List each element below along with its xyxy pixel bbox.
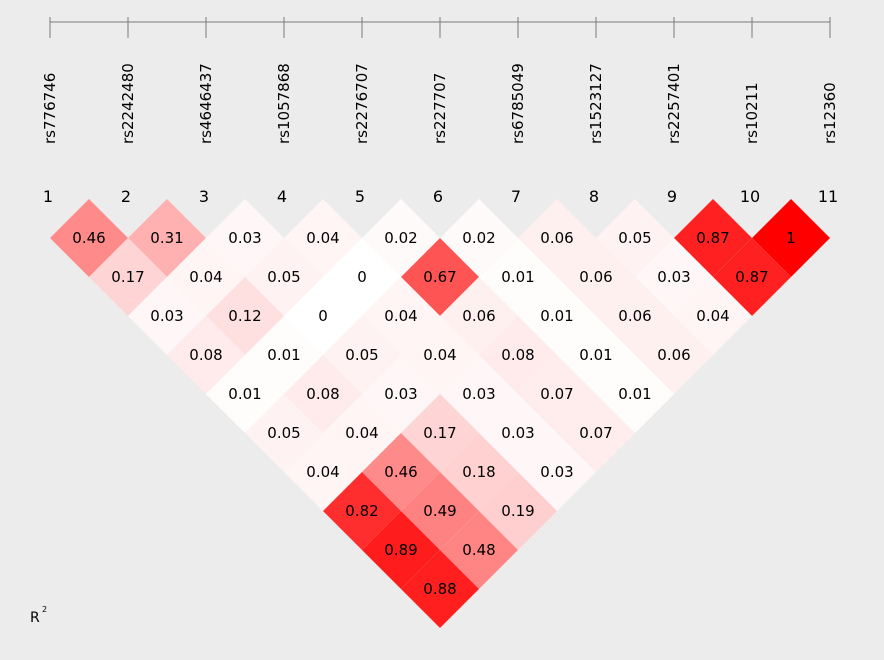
- snp-name-label: rs10211: [743, 82, 761, 144]
- ld-value: 0.01: [501, 268, 534, 286]
- ld-value: 0.02: [384, 229, 417, 247]
- snp-name-label: rs227707: [431, 73, 449, 144]
- ld-value: 0.46: [384, 463, 417, 481]
- ld-value: 0.03: [501, 424, 534, 442]
- ld-value: 0.06: [579, 268, 612, 286]
- ld-value: 0.82: [345, 502, 378, 520]
- ld-value: 0.06: [618, 307, 651, 325]
- snp-name-label: rs2276707: [353, 63, 371, 144]
- ld-value: 0.04: [384, 307, 417, 325]
- ld-value: 1: [786, 229, 796, 247]
- ld-value: 0.17: [423, 424, 456, 442]
- snp-name-label: rs12360: [821, 82, 839, 144]
- ld-value: 0.19: [501, 502, 534, 520]
- ld-value: 0.01: [618, 385, 651, 403]
- ld-value: 0.87: [696, 229, 729, 247]
- ld-value: 0.05: [618, 229, 651, 247]
- ld-value: 0.46: [72, 229, 105, 247]
- snp-name-label: rs776746: [41, 73, 59, 144]
- ld-value: 0.03: [228, 229, 261, 247]
- ld-value: 0.04: [189, 268, 222, 286]
- ld-value: 0.06: [540, 229, 573, 247]
- ld-value: 0.05: [267, 424, 300, 442]
- snp-name-labels: rs776746 rs2242480 rs4646437 rs1057868 rs227…: [41, 63, 839, 144]
- snp-index-label: 10: [740, 187, 760, 206]
- snp-position-ruler: [49, 17, 831, 38]
- ld-value: 0.08: [501, 346, 534, 364]
- ld-value: 0.49: [423, 502, 456, 520]
- r2-legend: R 2: [30, 605, 47, 626]
- legend-label: R: [30, 610, 40, 626]
- ld-value: 0.01: [579, 346, 612, 364]
- ld-value: 0.07: [579, 424, 612, 442]
- ld-value: 0.18: [462, 463, 495, 481]
- ld-value: 0.17: [111, 268, 144, 286]
- snp-index-label: 3: [199, 187, 209, 206]
- snp-index-label: 5: [355, 187, 365, 206]
- ld-value-labels: 0.46 0.31 0.03 0.04 0.02 0.02 0.06 0.05 0.87 1 0.1…: [72, 229, 795, 598]
- snp-index-label: 2: [121, 187, 131, 206]
- ld-value: 0.87: [735, 268, 768, 286]
- ld-value: 0.12: [228, 307, 261, 325]
- ld-value: 0.89: [384, 541, 417, 559]
- ld-value: 0.03: [540, 463, 573, 481]
- snp-index-label: 7: [511, 187, 521, 206]
- snp-name-label: rs2242480: [119, 63, 137, 144]
- ld-value: 0.08: [306, 385, 339, 403]
- snp-index-labels: 1 2 3 4 5 6 7 8 9 10 11: [43, 187, 838, 206]
- snp-name-label: rs2257401: [665, 63, 683, 144]
- ld-value: 0.01: [267, 346, 300, 364]
- ld-value: 0.04: [423, 346, 456, 364]
- ld-value: 0.04: [306, 463, 339, 481]
- snp-index-label: 8: [589, 187, 599, 206]
- snp-index-label: 6: [433, 187, 443, 206]
- ld-cells: [50, 199, 830, 628]
- ld-value: 0: [318, 307, 328, 325]
- snp-name-label: rs1523127: [587, 63, 605, 144]
- ld-value: 0.04: [345, 424, 378, 442]
- ld-value: 0.03: [657, 268, 690, 286]
- ld-value: 0.06: [462, 307, 495, 325]
- ld-value: 0.04: [306, 229, 339, 247]
- snp-index-label: 11: [818, 187, 838, 206]
- ld-value: 0.03: [462, 385, 495, 403]
- ld-value: 0.03: [384, 385, 417, 403]
- snp-index-label: 9: [667, 187, 677, 206]
- ld-value: 0.06: [657, 346, 690, 364]
- ld-value: 0.67: [423, 268, 456, 286]
- ld-value: 0.88: [423, 580, 456, 598]
- ld-value: 0.07: [540, 385, 573, 403]
- ld-value: 0: [357, 268, 367, 286]
- ld-value: 0.01: [228, 385, 261, 403]
- ld-value: 0.02: [462, 229, 495, 247]
- ld-value: 0.03: [150, 307, 183, 325]
- snp-name-label: rs1057868: [275, 63, 293, 144]
- ld-value: 0.08: [189, 346, 222, 364]
- snp-index-label: 4: [277, 187, 287, 206]
- ld-value: 0.48: [462, 541, 495, 559]
- legend-superscript: 2: [42, 605, 47, 614]
- ld-value: 0.01: [540, 307, 573, 325]
- ld-value: 0.31: [150, 229, 183, 247]
- ld-value: 0.05: [345, 346, 378, 364]
- ld-value: 0.04: [696, 307, 729, 325]
- snp-name-label: rs4646437: [197, 63, 215, 144]
- snp-name-label: rs6785049: [509, 63, 527, 144]
- ld-cell: [401, 550, 479, 628]
- ld-value: 0.05: [267, 268, 300, 286]
- snp-index-label: 1: [43, 187, 53, 206]
